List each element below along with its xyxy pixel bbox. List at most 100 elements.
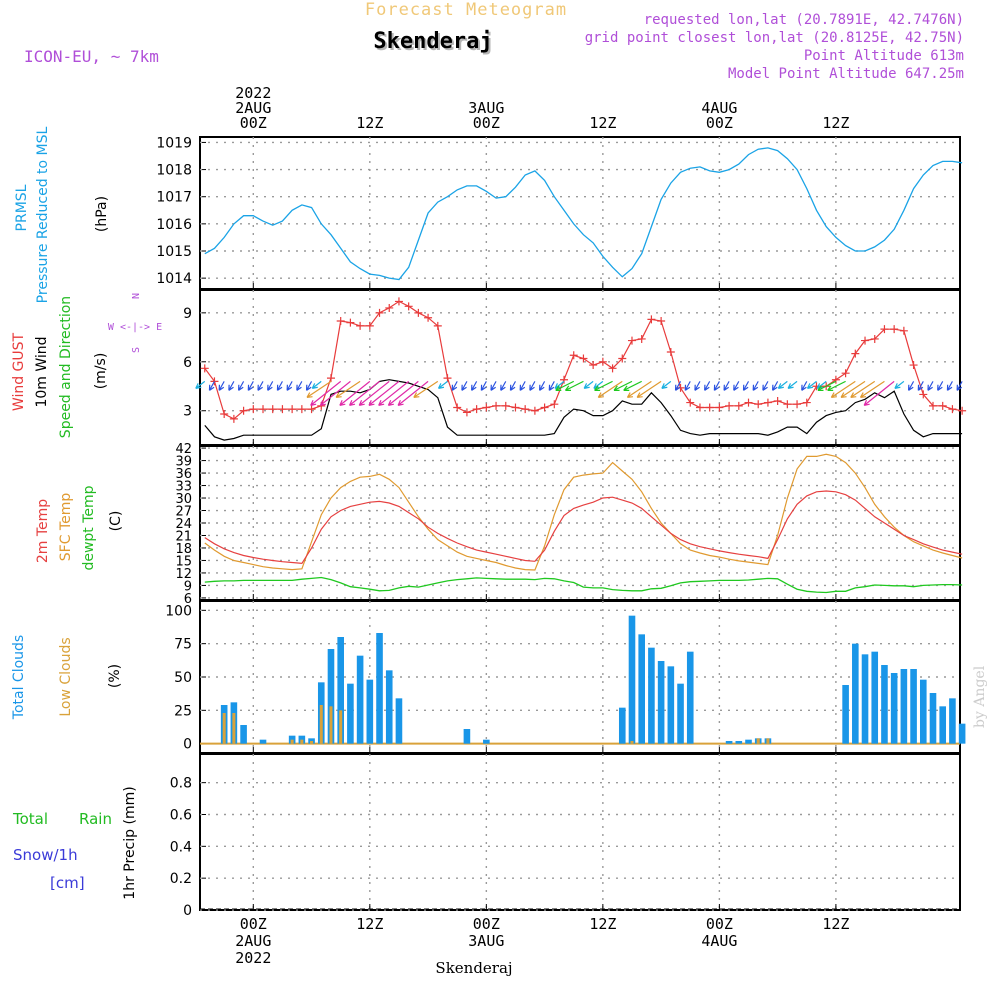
- wind-arrow: [509, 381, 516, 391]
- wind-arrow: [480, 381, 487, 391]
- sfc-label: SFC Temp: [58, 493, 74, 562]
- panels-layer: 1014101510161017101810193696912151821242…: [156, 84, 967, 967]
- wind-arrow: [863, 380, 895, 406]
- gridpoint-coords: grid point closest lon,lat (20.8125E, 42…: [585, 30, 964, 46]
- wind-arrow: [752, 381, 759, 391]
- wind-arrow: [817, 380, 837, 391]
- gust-marker: [210, 377, 219, 386]
- total-cloud-bar: [259, 739, 267, 744]
- gust-marker: [705, 403, 714, 412]
- wind-arrow: [636, 380, 662, 398]
- gust-marker: [346, 318, 355, 327]
- total-cloud-bar: [395, 698, 403, 744]
- wind-arrow: [733, 381, 740, 391]
- wind-arrow: [772, 381, 779, 391]
- panel-0: [199, 136, 961, 290]
- low-clouds-label: Low Clouds: [58, 637, 74, 716]
- y-tick-label: 15: [175, 554, 192, 569]
- wind10-label: 10m Wind: [34, 336, 50, 407]
- wind-arrow: [956, 381, 963, 391]
- gust-marker: [793, 400, 802, 409]
- wind-arrow: [555, 380, 574, 391]
- gust-marker: [783, 400, 792, 409]
- wind-arrow: [471, 381, 478, 391]
- gust-marker: [229, 414, 238, 423]
- bottom-time-label: 4AUG: [701, 932, 737, 950]
- precip-ylabel: 1hr Precip (mm): [122, 786, 138, 899]
- wind-arrow: [850, 380, 876, 398]
- gust-marker: [958, 406, 967, 415]
- wind-arrow: [387, 380, 419, 406]
- wind-arrow: [500, 381, 507, 391]
- gust-marker: [608, 364, 617, 373]
- gust-marker: [394, 297, 403, 306]
- y-axis: 0 25 50 75 100: [165, 603, 960, 753]
- wind-arrow: [907, 381, 915, 391]
- wind-arrow: [830, 380, 856, 398]
- wind-arrow: [583, 380, 594, 389]
- gust-marker: [676, 383, 685, 392]
- total-cloud-bar: [900, 669, 908, 744]
- gust-marker: [880, 325, 889, 334]
- wind-arrow: [613, 380, 633, 391]
- gust-marker: [744, 398, 753, 407]
- total-cloud-bar: [735, 741, 743, 744]
- gust-marker: [307, 405, 316, 414]
- total-cloud-bar: [356, 655, 364, 744]
- total-cloud-bar: [725, 741, 733, 744]
- wind-arrow: [723, 381, 730, 391]
- y-tick-label: 6: [183, 355, 192, 371]
- top-time-label: 00Z: [240, 114, 267, 132]
- gust-marker: [511, 403, 520, 412]
- gust-markers: [200, 297, 967, 423]
- y-tick-label: 30: [175, 492, 192, 507]
- wind-arrow: [777, 380, 788, 389]
- gust-marker: [938, 401, 947, 410]
- gust-marker: [540, 403, 549, 412]
- direction-arrows: [195, 380, 963, 406]
- y-tick-label: 1017: [156, 190, 192, 206]
- wind-arrow: [397, 380, 429, 406]
- y-tick-label: 27: [175, 505, 192, 520]
- total-cloud-bar: [686, 651, 694, 744]
- model-altitude: Model Point Altitude 647.25m: [728, 66, 964, 82]
- low-cloud-bar: [756, 738, 760, 744]
- precip-rain-label: Rain: [79, 810, 112, 828]
- top-time-label: 12Z: [822, 114, 849, 132]
- y-tick-label: 24: [175, 517, 192, 532]
- wind-arrow: [694, 381, 701, 391]
- panel-4: [199, 753, 961, 911]
- wind-arrow: [228, 381, 235, 391]
- wind-arrow: [378, 380, 410, 406]
- total-cloud-bar: [240, 725, 247, 744]
- wind-arrow: [597, 380, 623, 398]
- y-tick-label: 1015: [156, 244, 192, 260]
- footer-station: Skenderaj: [435, 959, 512, 977]
- gust-marker: [462, 408, 471, 417]
- total-cloud-bar: [949, 698, 956, 744]
- y-tick-label: 12: [175, 567, 192, 582]
- wind-arrow: [276, 381, 283, 391]
- bottom-time-label: 12Z: [822, 915, 849, 933]
- total-cloud-bar: [890, 673, 898, 744]
- y-axis: 0 0.2 0.4 0.6 0.8: [170, 776, 960, 919]
- wind-arrow: [286, 381, 293, 391]
- y-tick-label: 0.8: [170, 776, 192, 792]
- bottom-time-label: 12Z: [589, 915, 616, 933]
- wind-arrow: [626, 380, 652, 398]
- low-cloud-bar: [310, 741, 314, 744]
- gust-marker: [472, 405, 481, 414]
- wind-arrow: [461, 381, 468, 391]
- total-cloud-bar: [881, 665, 888, 744]
- low-cloud-bar: [222, 713, 226, 744]
- bottom-time-label: 00Z: [473, 915, 500, 933]
- pressure-line: [204, 147, 963, 281]
- gust-marker: [754, 400, 763, 409]
- t2m-line: [204, 490, 963, 565]
- wind-arrow: [267, 381, 274, 391]
- gust-marker: [530, 406, 539, 415]
- wind-arrow: [840, 380, 866, 398]
- wind-arrow: [564, 380, 584, 391]
- wind-arrow: [319, 380, 351, 406]
